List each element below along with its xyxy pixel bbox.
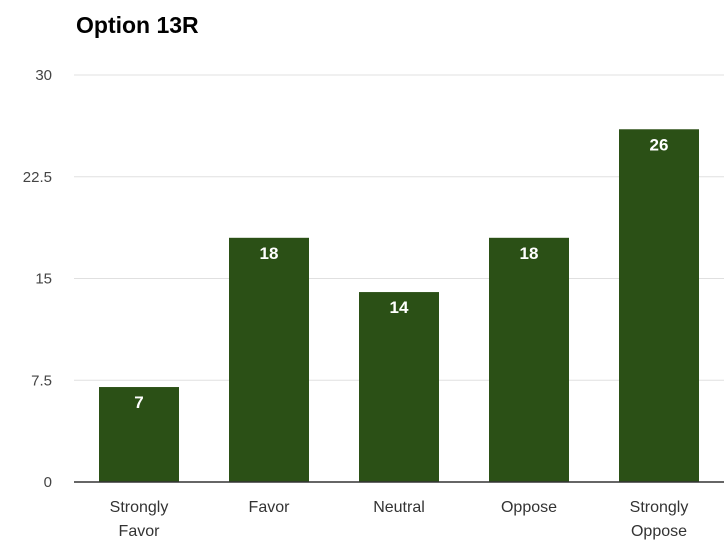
y-tick-label: 15 (35, 271, 52, 288)
bar (619, 129, 699, 482)
bars (99, 129, 699, 482)
bar-data-label: 18 (260, 244, 279, 263)
x-category-label: Favor (249, 499, 291, 516)
bar (99, 387, 179, 482)
bar-data-label: 7 (134, 393, 143, 412)
x-category-label: Strongly Oppose (630, 499, 689, 540)
bar (359, 292, 439, 482)
data-labels: 7 18 14 18 26 (134, 135, 668, 412)
bar-data-label: 18 (520, 244, 539, 263)
y-axis-ticks: 0 7.5 15 22.5 30 (23, 67, 52, 491)
y-tick-label: 0 (44, 474, 52, 491)
y-tick-label: 30 (35, 67, 52, 84)
x-category-label: Oppose (501, 499, 557, 516)
y-tick-label: 22.5 (23, 169, 52, 186)
bar (229, 237, 309, 482)
x-axis-categories: Strongly Favor Favor Neutral Oppose Strongly O… (110, 499, 689, 540)
x-category-label: Strongly Favor (110, 499, 169, 540)
x-category-label: Neutral (373, 499, 425, 516)
y-tick-label: 7.5 (31, 372, 52, 389)
bar-data-label: 26 (650, 135, 669, 154)
gridlines (74, 74, 724, 381)
bar (489, 237, 569, 482)
chart-title: Option 13R (76, 12, 199, 38)
bar-data-label: 14 (390, 298, 409, 317)
